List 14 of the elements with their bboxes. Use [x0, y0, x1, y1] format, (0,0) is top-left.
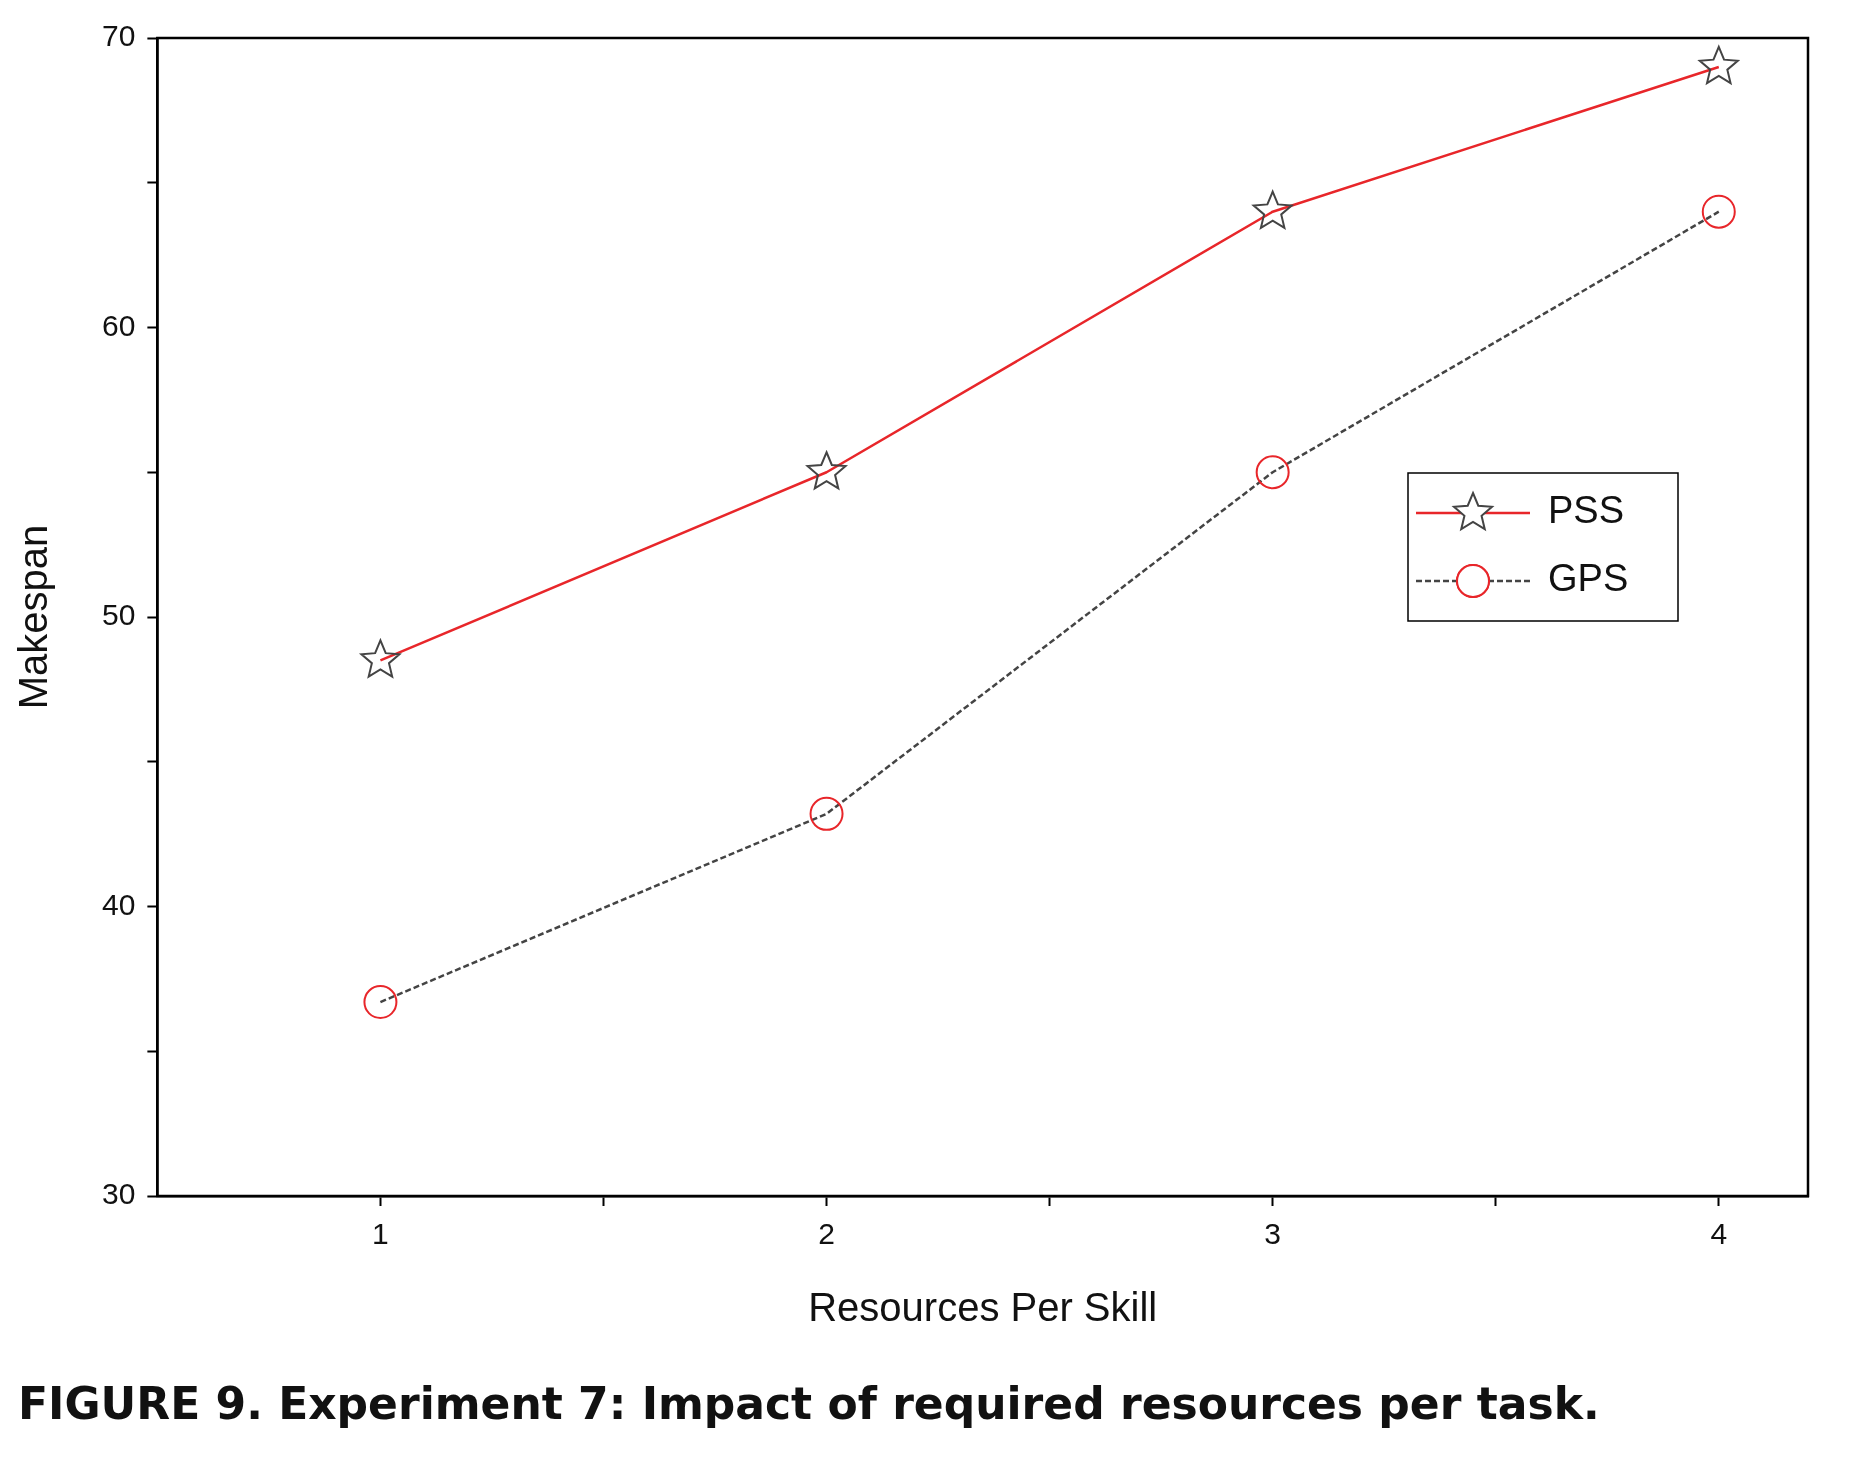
y-axis-title: Makespan — [11, 524, 56, 710]
x-tick-label: 3 — [1264, 1217, 1281, 1251]
x-tick-label: 4 — [1710, 1217, 1728, 1251]
x-axis-title: Resources Per Skill — [808, 1285, 1158, 1330]
y-tick-label: 40 — [101, 887, 136, 921]
text: FIGURE 9. Experiment 7: Impact of required resources per task. — [18, 1378, 1601, 1429]
y-tick-label: 30 — [101, 1177, 136, 1211]
x-tick-label: 2 — [818, 1217, 835, 1251]
y-tick-label: 50 — [101, 598, 136, 632]
x-tick-label: 1 — [372, 1217, 389, 1251]
legend-label: GPS — [1548, 557, 1629, 600]
legend-label: PSS — [1548, 489, 1625, 532]
y-tick-label: 70 — [101, 19, 136, 53]
y-tick-label: 60 — [101, 308, 136, 342]
